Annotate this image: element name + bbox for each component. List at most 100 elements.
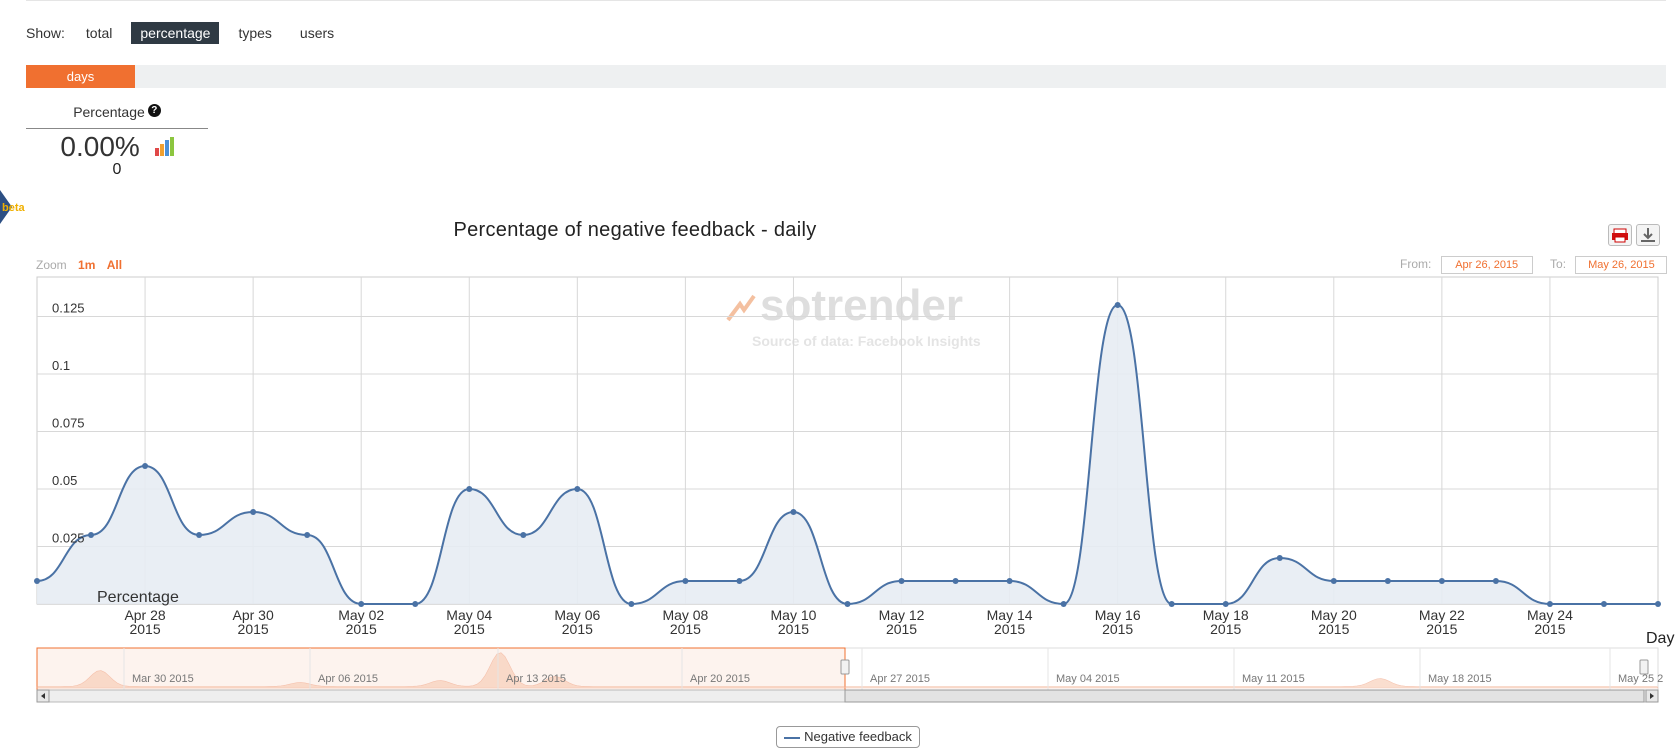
metric-value-text: 0.00% (60, 131, 140, 162)
days-tab[interactable]: days (26, 65, 135, 88)
data-point[interactable] (412, 601, 419, 607)
export-button[interactable] (1636, 224, 1660, 246)
data-point[interactable] (304, 532, 311, 538)
data-point[interactable] (1114, 302, 1121, 308)
x-tick-label: Apr 30 (233, 607, 274, 623)
legend-label: Negative feedback (804, 729, 912, 744)
navigator-handle[interactable] (1639, 659, 1649, 675)
data-point[interactable] (142, 463, 149, 469)
to-date-input[interactable]: May 26, 2015 (1575, 256, 1668, 274)
navigator-label: Apr 27 2015 (870, 673, 930, 685)
x-tick-label-year: 2015 (670, 621, 701, 637)
data-point[interactable] (1438, 578, 1445, 584)
x-tick-label-year: 2015 (454, 621, 485, 637)
navigator-handle[interactable] (840, 659, 850, 675)
data-point[interactable] (1168, 601, 1175, 607)
data-point[interactable] (1060, 601, 1067, 607)
data-point[interactable] (1655, 601, 1661, 607)
arrow-left-icon (41, 693, 45, 699)
navigator[interactable]: Mar 30 2015 Apr 06 2015 Apr 13 2015 Apr 20 … (36, 647, 1663, 703)
data-point[interactable] (844, 601, 851, 607)
data-point[interactable] (1492, 578, 1499, 584)
data-point[interactable] (520, 532, 527, 538)
show-percentage-option[interactable]: percentage (131, 22, 220, 44)
beta-text: beta (2, 202, 26, 214)
x-tick-label: May 20 (1311, 607, 1357, 623)
data-point[interactable] (1546, 601, 1553, 607)
show-users-option[interactable]: users (299, 25, 335, 41)
x-tick-label-year: 2015 (994, 621, 1025, 637)
metric-title: Percentage? (26, 104, 208, 129)
date-range: From: Apr 26, 2015 To: May 26, 2015 (1400, 256, 1668, 274)
zoom-all-button[interactable]: All (106, 258, 123, 272)
watermark-source: Source of data: Facebook Insights (752, 333, 981, 349)
x-tick-label: May 08 (662, 607, 708, 623)
series-area (37, 305, 1658, 604)
x-tick-label: May 14 (987, 607, 1033, 623)
data-point[interactable] (196, 532, 203, 538)
x-tick-label: May 12 (879, 607, 925, 623)
scrollbar-thumb[interactable] (844, 689, 1645, 703)
data-point[interactable] (1276, 555, 1283, 561)
x-tick-label-year: 2015 (238, 621, 269, 637)
x-tick-label-year: 2015 (1426, 621, 1457, 637)
x-tick-label-year: 2015 (778, 621, 809, 637)
x-tick-label: May 18 (1203, 607, 1249, 623)
y-tick-label: 0.1 (52, 358, 70, 373)
zoom-1m-button[interactable]: 1m (78, 258, 96, 272)
data-point[interactable] (1006, 578, 1013, 584)
x-tick-label-year: 2015 (562, 621, 593, 637)
chart-area: sotrender Source of data: Facebook Insig… (34, 276, 1674, 703)
metric-count: 0 (112, 161, 122, 178)
navigator-area (36, 652, 1659, 689)
navigator-label: May 04 2015 (1056, 673, 1120, 685)
show-total-option[interactable]: total (85, 25, 113, 41)
data-point[interactable] (466, 486, 473, 492)
question-icon[interactable]: ? (147, 104, 161, 117)
x-tick-label: May 06 (554, 607, 600, 623)
navigator-label: May 11 2015 (1242, 673, 1305, 685)
x-tick-label: May 10 (771, 607, 817, 623)
chart-title: Percentage of negative feedback - daily (453, 219, 817, 241)
navigator-label: Apr 06 2015 (318, 673, 378, 685)
data-point[interactable] (898, 578, 905, 584)
x-tick-label: May 16 (1095, 607, 1141, 623)
x-tick-label-year: 2015 (1318, 621, 1349, 637)
data-point[interactable] (574, 486, 581, 492)
x-tick-label-year: 2015 (346, 621, 377, 637)
y-tick-label: 0.025 (52, 531, 85, 546)
x-tick-label: Apr 28 (124, 607, 165, 623)
data-point[interactable] (1222, 601, 1229, 607)
metric-value: 0.00% (26, 131, 208, 163)
print-icon (1612, 228, 1628, 243)
data-point[interactable] (1330, 578, 1337, 584)
print-button[interactable] (1608, 224, 1632, 246)
data-point[interactable] (952, 578, 959, 584)
data-point[interactable] (88, 532, 95, 538)
show-selector: Show: total percentage types users (26, 22, 353, 44)
data-point[interactable] (628, 601, 635, 607)
zoom-label: Zoom (36, 258, 67, 272)
navigator-label: Mar 30 2015 (132, 673, 194, 685)
data-point[interactable] (790, 509, 797, 515)
data-point[interactable] (34, 578, 40, 584)
x-tick-label-year: 2015 (886, 621, 917, 637)
navigator-label: May 18 2015 (1428, 673, 1492, 685)
data-point[interactable] (682, 578, 689, 584)
data-point[interactable] (1600, 601, 1607, 607)
data-point[interactable] (358, 601, 365, 607)
x-tick-label: May 02 (338, 607, 384, 623)
bar-chart-icon[interactable] (154, 137, 174, 157)
x-tick-label-year: 2015 (1102, 621, 1133, 637)
data-point[interactable] (1384, 578, 1391, 584)
show-types-option[interactable]: types (238, 25, 272, 41)
from-label: From: (1400, 257, 1432, 271)
legend-item[interactable]: Negative feedback (776, 726, 920, 748)
to-label: To: (1550, 257, 1567, 271)
period-tabs: days (26, 65, 1666, 88)
series-label: Percentage (97, 589, 179, 606)
metric-title-text: Percentage (73, 104, 145, 120)
data-point[interactable] (250, 509, 257, 515)
data-point[interactable] (736, 578, 743, 584)
y-tick-label: 0.125 (52, 301, 85, 316)
